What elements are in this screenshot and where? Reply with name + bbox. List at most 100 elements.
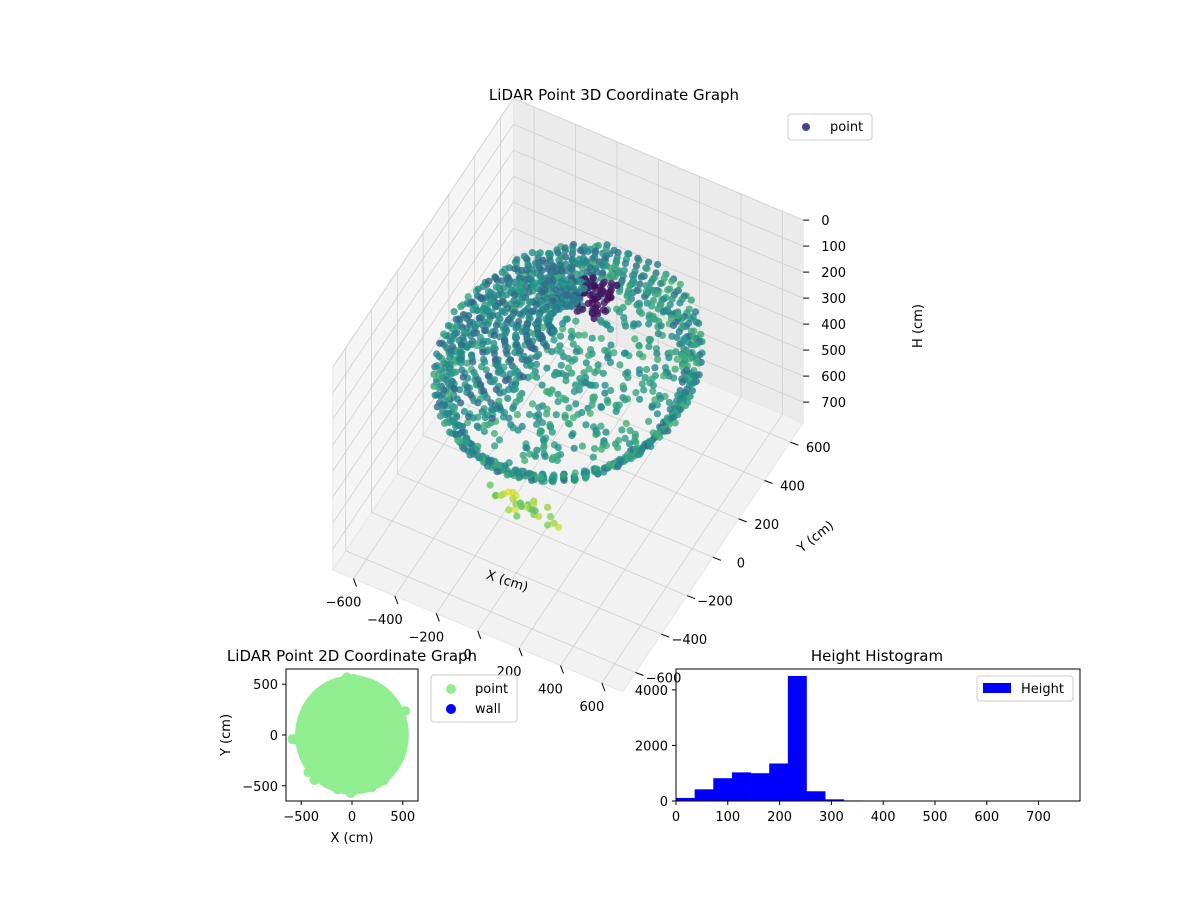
- data-point-3d: [597, 445, 606, 453]
- data-point-3d: [656, 433, 664, 441]
- histogram-bar: [676, 797, 695, 801]
- data-point-3d: [643, 365, 651, 374]
- data-point-3d: [687, 296, 696, 304]
- data-point-3d: [505, 506, 513, 514]
- data-point-3d: [513, 256, 521, 264]
- data-point-3d: [621, 396, 629, 404]
- grid-line: [397, 473, 688, 597]
- data-point-3d: [601, 346, 609, 354]
- histogram-ticks: 0 100 200 300 400 500 600 700 0 2000 4000: [635, 684, 1051, 825]
- data-point-3d: [496, 404, 504, 412]
- data-point-3d: [620, 314, 628, 322]
- data-point-3d: [685, 338, 693, 346]
- data-point-3d: [589, 274, 597, 282]
- data-point-3d: [635, 299, 643, 307]
- data-point-3d: [585, 352, 593, 360]
- xtick-label: 200: [767, 810, 792, 825]
- data-point-3d: [555, 523, 563, 531]
- data-point-3d: [589, 453, 597, 461]
- data-point-3d: [480, 427, 488, 436]
- chart-3d-yticks: −600 −400 −200 0 200 400 600: [635, 441, 831, 687]
- data-point-3d: [483, 462, 491, 470]
- data-point-3d: [624, 250, 632, 258]
- ytick-mark: [738, 518, 747, 523]
- data-point-3d: [559, 320, 567, 328]
- data-point-3d: [550, 519, 558, 527]
- data-point-3d: [690, 333, 698, 341]
- xtick-label: 0: [672, 810, 680, 825]
- data-point-3d: [547, 271, 555, 279]
- xtick-mark: [477, 630, 482, 639]
- data-point-3d: [607, 264, 615, 272]
- data-point-3d: [636, 395, 644, 403]
- data-point-3d: [664, 427, 672, 435]
- data-point-3d: [486, 481, 494, 489]
- data-point-3d: [528, 506, 536, 514]
- data-point-3d: [511, 506, 519, 514]
- data-point-3d: [591, 381, 600, 389]
- data-point-3d: [453, 322, 461, 330]
- data-point-3d: [538, 266, 546, 274]
- data-point-3d: [535, 350, 543, 359]
- data-point-3d: [466, 451, 474, 459]
- data-point-3d: [512, 333, 520, 341]
- chart-2d-ticks: −500 −500 0 0 500 500: [242, 678, 415, 825]
- chart-2d: LiDAR Point 2D Coordinate Graph −500−500…: [219, 647, 518, 846]
- data-point-3d: [673, 355, 681, 363]
- grid-line: [513, 149, 804, 273]
- data-point-3d: [507, 421, 515, 429]
- data-point-3d: [591, 284, 599, 293]
- data-point-3d: [601, 389, 609, 397]
- data-point-3d: [571, 475, 579, 483]
- data-point-3d: [591, 445, 599, 453]
- data-point-3d: [550, 336, 558, 344]
- grid-line: [332, 98, 514, 368]
- data-point-3d: [657, 322, 665, 330]
- data-point-3d: [458, 341, 466, 349]
- data-point-3d: [660, 372, 668, 380]
- data-point-3d: [534, 512, 543, 521]
- xtick-label: 400: [871, 810, 896, 825]
- data-point-3d: [536, 427, 545, 435]
- data-point-3d: [430, 382, 438, 390]
- histogram-bar: [731, 772, 751, 801]
- chart-2d-legend-wall-marker: [446, 704, 456, 714]
- data-point-3d: [619, 382, 627, 390]
- data-point-3d: [691, 341, 699, 349]
- data-point-2d: [366, 782, 377, 793]
- data-point-3d: [599, 369, 607, 377]
- data-point-3d: [436, 412, 445, 420]
- data-point-3d: [503, 471, 511, 479]
- data-point-3d: [654, 290, 662, 298]
- data-point-2d: [345, 787, 356, 798]
- data-point-3d: [649, 296, 658, 305]
- data-point-3d: [579, 305, 587, 313]
- data-point-3d: [532, 360, 541, 368]
- data-point-3d: [510, 278, 518, 286]
- data-point-3d: [492, 283, 500, 291]
- data-point-3d: [464, 299, 472, 307]
- data-point-3d: [624, 298, 632, 306]
- data-point-3d: [574, 260, 582, 268]
- data-point-3d: [513, 411, 522, 419]
- data-point-3d: [562, 260, 570, 268]
- grid-line: [332, 202, 514, 472]
- data-point-3d: [530, 500, 538, 508]
- data-point-3d: [622, 322, 630, 330]
- xtick-label: 500: [923, 810, 948, 825]
- data-point-3d: [469, 306, 477, 314]
- data-point-3d: [622, 419, 630, 428]
- data-point-3d: [580, 369, 588, 377]
- data-point-3d: [632, 389, 640, 397]
- data-point-3d: [448, 335, 456, 343]
- data-point-3d: [503, 291, 511, 299]
- data-point-3d: [490, 429, 498, 438]
- ytick-label: 400: [780, 480, 805, 495]
- data-point-3d: [433, 403, 441, 411]
- ztick-label: 700: [821, 396, 846, 411]
- histogram-bar: [713, 778, 733, 801]
- data-point-3d: [594, 241, 602, 250]
- data-point-3d: [654, 330, 663, 338]
- data-point-3d: [550, 328, 558, 336]
